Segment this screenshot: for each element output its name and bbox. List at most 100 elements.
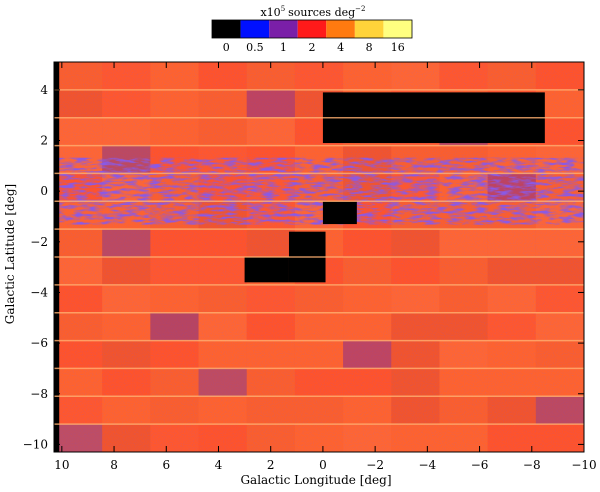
survey-tile (150, 62, 199, 90)
y-tick-label: 0 (40, 184, 48, 198)
survey-tile (391, 396, 440, 425)
survey-tile (102, 257, 151, 285)
x-tick-label: −4 (418, 458, 436, 472)
survey-tile (294, 424, 344, 452)
survey-tile (198, 312, 247, 341)
survey-tile (487, 257, 536, 285)
x-tick-label: 10 (54, 458, 69, 472)
survey-tile (439, 424, 488, 452)
colorbar-label-unit: sources deg (288, 6, 355, 19)
colorbar-tick-label: 1 (280, 41, 287, 54)
y-tick-label: −2 (30, 235, 48, 249)
colorbar-swatch (326, 20, 355, 38)
tile-seams (54, 89, 584, 425)
survey-tile (102, 424, 151, 452)
y-axis-ticks: 4 2 0 −2 −4 −6 −8 −10 (23, 83, 584, 451)
survey-tile (102, 396, 151, 425)
survey-tile-low (198, 368, 247, 397)
survey-tile (535, 368, 584, 397)
survey-tile (439, 257, 488, 285)
survey-tile-low (54, 424, 103, 452)
survey-tile (150, 284, 199, 313)
survey-tile (102, 312, 151, 341)
no-data-region (244, 257, 289, 283)
x-tick-label: 4 (215, 458, 223, 472)
survey-tile (198, 62, 247, 90)
survey-tile-low (150, 312, 199, 341)
survey-tile (294, 368, 344, 397)
x-tick-label: −2 (366, 458, 384, 472)
survey-tile-low (343, 340, 392, 369)
survey-tile (54, 89, 103, 118)
survey-tile (246, 284, 295, 313)
survey-tile (294, 312, 344, 341)
survey-tile (343, 257, 392, 285)
x-tick-label: −10 (571, 458, 596, 472)
y-tick-label: −8 (30, 387, 48, 401)
colorbar-swatch (383, 20, 412, 38)
survey-tile (150, 424, 199, 452)
survey-tile-low (246, 89, 295, 118)
no-data-region (322, 201, 357, 225)
survey-tile (198, 284, 247, 313)
survey-tile (294, 62, 344, 90)
x-axis-ticks: 10 8 6 4 2 0 −2 −4 −6 −8 −10 (54, 62, 597, 472)
y-tick-label: −6 (30, 336, 48, 350)
survey-tile (487, 62, 536, 90)
colorbar-frame (211, 19, 413, 39)
survey-tile (150, 340, 199, 369)
survey-tile (54, 257, 103, 285)
survey-tile (439, 312, 488, 341)
survey-tile (102, 284, 151, 313)
survey-tile (150, 229, 199, 257)
x-tick-label: 0 (319, 458, 327, 472)
survey-tile (487, 229, 536, 257)
survey-tile (439, 340, 488, 369)
survey-tile (391, 340, 440, 369)
survey-tile (102, 340, 151, 369)
colorbar-swatch (240, 20, 270, 38)
survey-tile (54, 117, 103, 146)
survey-tile (150, 396, 199, 425)
plot-frame (53, 61, 585, 453)
survey-tile (535, 424, 584, 452)
survey-tile (54, 62, 103, 90)
colorbar-tick-labels: 0 0.5 1 2 4 8 16 (223, 41, 405, 54)
y-tick-label: 2 (40, 134, 48, 148)
survey-tile (343, 62, 392, 90)
survey-tile (535, 284, 584, 313)
survey-tile (246, 368, 295, 397)
survey-tile (150, 312, 199, 341)
colorbar-tick-label: 2 (309, 41, 316, 54)
survey-tile (150, 257, 199, 285)
survey-tile (246, 229, 295, 257)
x-tick-label: 6 (162, 458, 170, 472)
survey-tile (198, 340, 247, 369)
survey-tile (198, 368, 247, 397)
survey-tile (102, 229, 151, 257)
survey-tile (535, 396, 584, 425)
survey-tile (102, 368, 151, 397)
survey-tile (246, 396, 295, 425)
survey-tile (246, 340, 295, 369)
colorbar-label-exp: 5 (281, 5, 285, 13)
survey-tile (198, 257, 247, 285)
survey-tile (54, 312, 103, 341)
colorbar-swatch (354, 20, 384, 38)
survey-tile (439, 284, 488, 313)
survey-tile (535, 312, 584, 341)
colorbar-tick-label: 0 (223, 41, 230, 54)
survey-tile (487, 396, 536, 425)
x-axis-label: Galactic Longitude [deg] (240, 473, 391, 487)
survey-tile (150, 368, 199, 397)
survey-tile (198, 424, 247, 452)
x-tick-label: −6 (471, 458, 489, 472)
survey-tile (246, 117, 295, 146)
survey-tile-low (102, 229, 151, 257)
y-tick-label: −4 (30, 285, 48, 299)
survey-tile (535, 340, 584, 369)
survey-tile (54, 368, 103, 397)
colorbar: x105 sources deg−2 0 0.5 1 2 4 8 16 (211, 5, 413, 54)
